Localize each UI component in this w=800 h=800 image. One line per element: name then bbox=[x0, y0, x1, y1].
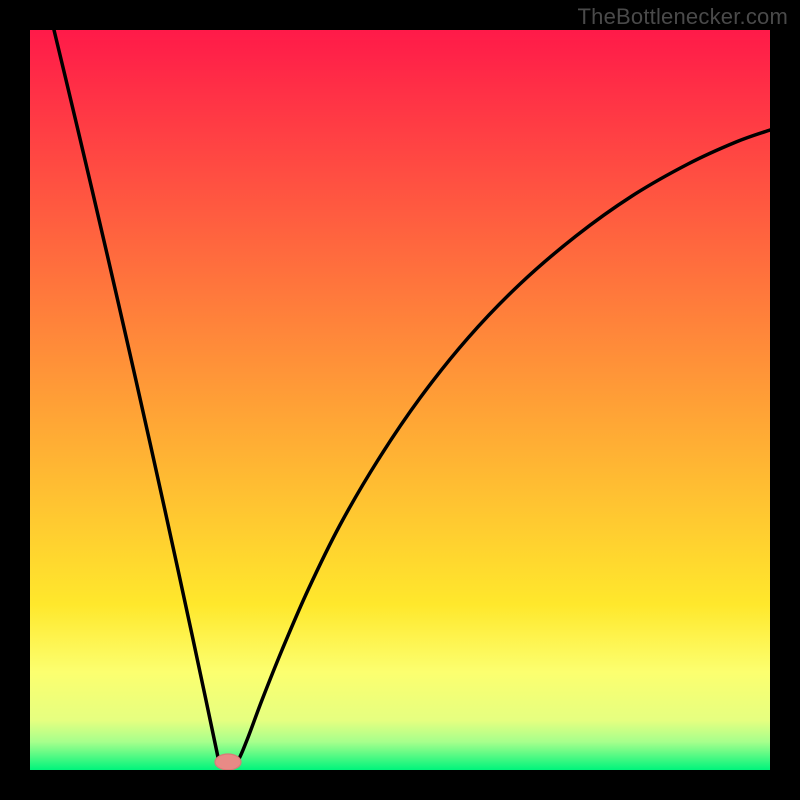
gradient-band bbox=[30, 672, 770, 720]
gradient-band bbox=[30, 605, 770, 672]
watermark-text: TheBottlenecker.com bbox=[578, 4, 788, 30]
gradient-band bbox=[30, 30, 770, 605]
gradient-band bbox=[30, 742, 770, 770]
optimum-marker bbox=[215, 754, 241, 770]
chart-root: TheBottlenecker.com bbox=[0, 0, 800, 800]
gradient-band bbox=[30, 720, 770, 742]
bottleneck-chart bbox=[0, 0, 800, 800]
